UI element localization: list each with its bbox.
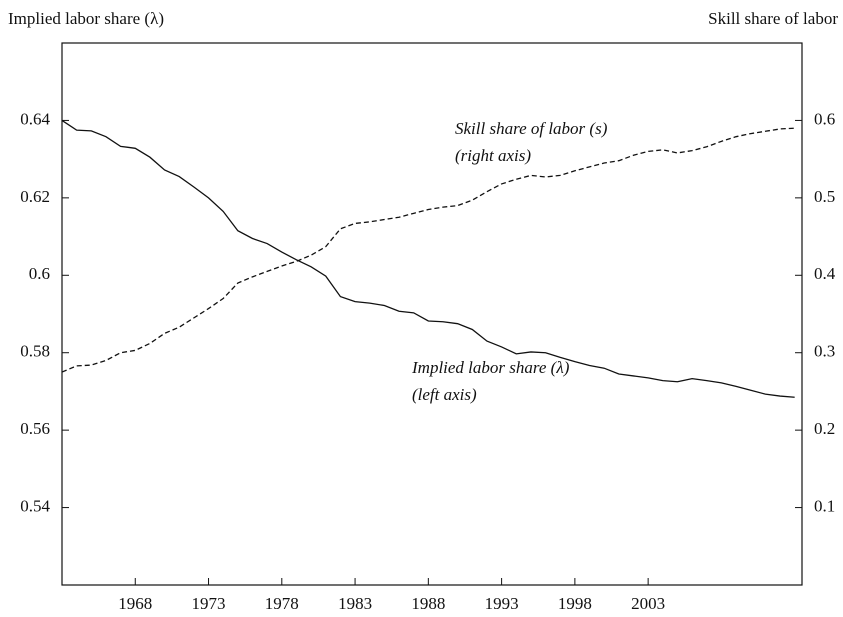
y2-tick-label: 0.4 — [814, 264, 836, 283]
y2-tick-label: 0.2 — [814, 419, 835, 438]
annotation: (left axis) — [412, 385, 477, 404]
y2-tick-label: 0.3 — [814, 342, 835, 361]
y-axis-title: Implied labor share (λ) — [8, 9, 164, 28]
x-tick-label: 1983 — [338, 594, 372, 613]
y2-axis-title: Skill share of labor — [708, 9, 838, 28]
x-tick-label: 1988 — [411, 594, 445, 613]
y-tick-label: 0.54 — [20, 496, 50, 515]
annotation: Implied labor share (λ) — [411, 358, 570, 377]
y-tick-label: 0.56 — [20, 419, 50, 438]
y2-tick-label: 0.6 — [814, 109, 835, 128]
y2-tick-label: 0.5 — [814, 187, 835, 206]
x-tick-label: 1998 — [558, 594, 592, 613]
series-line — [61, 119, 795, 398]
y-tick-label: 0.6 — [29, 264, 50, 283]
plot-frame — [61, 42, 803, 586]
x-tick-label: 1993 — [485, 594, 519, 613]
series-line — [61, 127, 795, 373]
x-tick-label: 2003 — [631, 594, 665, 613]
y2-tick-label: 0.1 — [814, 496, 835, 515]
x-tick-label: 1973 — [192, 594, 226, 613]
annotation: Skill share of labor (s) — [455, 119, 608, 138]
y-tick-label: 0.62 — [20, 187, 50, 206]
x-tick-label: 1978 — [265, 594, 299, 613]
y-tick-label: 0.64 — [20, 109, 50, 128]
y-tick-label: 0.58 — [20, 342, 50, 361]
x-tick-label: 1968 — [118, 594, 152, 613]
annotation: (right axis) — [455, 146, 531, 165]
